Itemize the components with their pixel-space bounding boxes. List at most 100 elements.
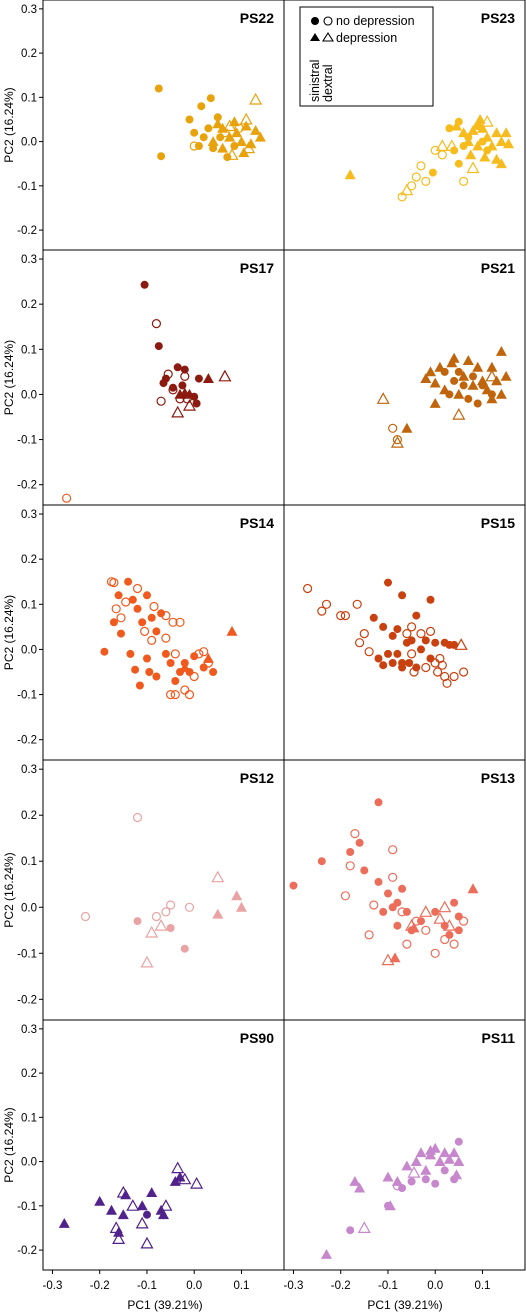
data-point-triangle [225,148,239,160]
data-point-triangle [479,151,491,162]
data-point-circle [417,645,425,654]
data-point-triangle [466,161,480,174]
panel-ps22: PS22 [42,0,285,251]
y-axis-label: PC2 (16.24%) [2,87,16,162]
data-point-circle [346,848,355,856]
y-tick-label: -0.2 [17,1245,37,1257]
data-point-circle [340,891,350,901]
legend: no depression depression sinistral dextr… [299,6,434,107]
panel-ps90: PS90 [42,1019,285,1271]
x-tick-label: -0.2 [331,1280,351,1292]
panel-title: PS23 [481,10,515,26]
legend-dextral-circle-icon [323,16,333,26]
data-point-triangle [231,890,243,901]
data-point-circle [171,677,180,685]
data-point-circle [132,583,143,594]
data-point-circle [138,618,147,627]
data-point-circle [116,613,126,623]
data-point-circle [289,881,298,890]
data-point-circle [185,115,194,124]
data-point-triangle [382,1171,394,1182]
data-point-circle [149,601,159,612]
data-point-circle [189,141,199,151]
data-point-circle [364,647,374,657]
data-point-circle [352,599,362,609]
data-point-circle [398,884,407,893]
y-axis-label: PC2 (16.24%) [2,852,16,927]
data-point-circle [393,921,402,930]
data-point-triangle [452,407,466,420]
y-tick-label: 0.2 [21,1068,37,1080]
data-point-circle [350,828,360,839]
data-point-circle [417,917,425,926]
data-point-triangle [212,118,224,129]
x-tick-label: -0.2 [90,1280,110,1292]
data-point-circle [374,798,383,807]
panel-ps11: PS11 [283,1019,526,1271]
data-point-triangle [112,1232,126,1245]
x-tick-label: 0.1 [474,1280,490,1292]
data-point-circle [132,812,143,823]
data-point-circle [412,663,421,672]
data-point-circle [180,685,190,695]
data-point-triangle [486,393,498,404]
x-tick-label: 0.0 [427,1280,443,1292]
data-point-circle [321,599,332,609]
data-point-circle [459,381,468,390]
data-point-circle [411,172,421,182]
data-point-circle [124,577,133,586]
data-point-circle [374,654,383,663]
data-point-circle [157,609,166,618]
y-tick-label: 0.1 [21,1112,37,1124]
data-point-triangle [106,1204,117,1215]
data-point-circle [204,124,213,133]
data-point-circle [189,671,199,682]
data-point-circle [360,866,369,875]
data-point-circle [346,1226,355,1235]
data-point-triangle [249,92,263,105]
y-tick-label: -0.2 [17,480,37,492]
data-point-circle [464,394,473,403]
data-point-triangle [390,435,404,448]
data-point-circle [184,902,195,912]
data-point-circle [117,629,125,638]
data-point-circle [80,911,91,922]
data-point-circle [445,930,454,939]
panel-title: PS17 [240,260,274,276]
data-point-triangle [94,1195,106,1206]
data-point-circle [131,665,140,674]
panel-title: PS14 [240,515,274,531]
data-point-triangle [126,1199,140,1211]
data-point-circle [421,1175,430,1184]
x-tick-label: -0.3 [284,1280,304,1292]
data-point-circle [454,1137,463,1146]
data-point-triangle [349,1176,361,1186]
legend-depression-label: depression [336,31,397,45]
data-point-circle [157,152,166,161]
data-point-triangle [254,131,266,142]
data-point-triangle [480,114,494,127]
data-point-circle [469,372,477,381]
data-point-circle [379,907,388,916]
data-point-triangle [462,355,474,365]
data-point-circle [428,168,437,177]
data-point-circle [440,934,450,945]
data-point-triangle [477,375,488,386]
data-point-triangle [405,918,419,931]
data-point-circle [459,916,469,926]
data-point-circle [109,618,118,627]
panel-ps13: PS13 [283,759,526,1021]
data-point-circle [317,857,326,866]
data-point-triangle [391,1176,403,1186]
data-point-triangle [419,905,433,917]
data-point-triangle [202,373,214,383]
data-point-circle [126,649,135,658]
y-tick-label: 0.0 [21,389,37,401]
panel-ps21: PS21 [283,249,526,506]
data-point-circle [317,606,327,616]
data-point-circle [151,319,161,329]
y-tick-label: 0.3 [21,509,37,521]
data-point-circle [425,626,436,637]
y-tick-label: 0.1 [21,344,37,356]
x-tick-label: 0.0 [186,1280,202,1292]
